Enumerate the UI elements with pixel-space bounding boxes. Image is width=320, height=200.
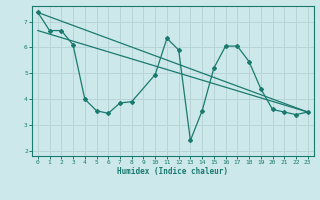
X-axis label: Humidex (Indice chaleur): Humidex (Indice chaleur) — [117, 167, 228, 176]
